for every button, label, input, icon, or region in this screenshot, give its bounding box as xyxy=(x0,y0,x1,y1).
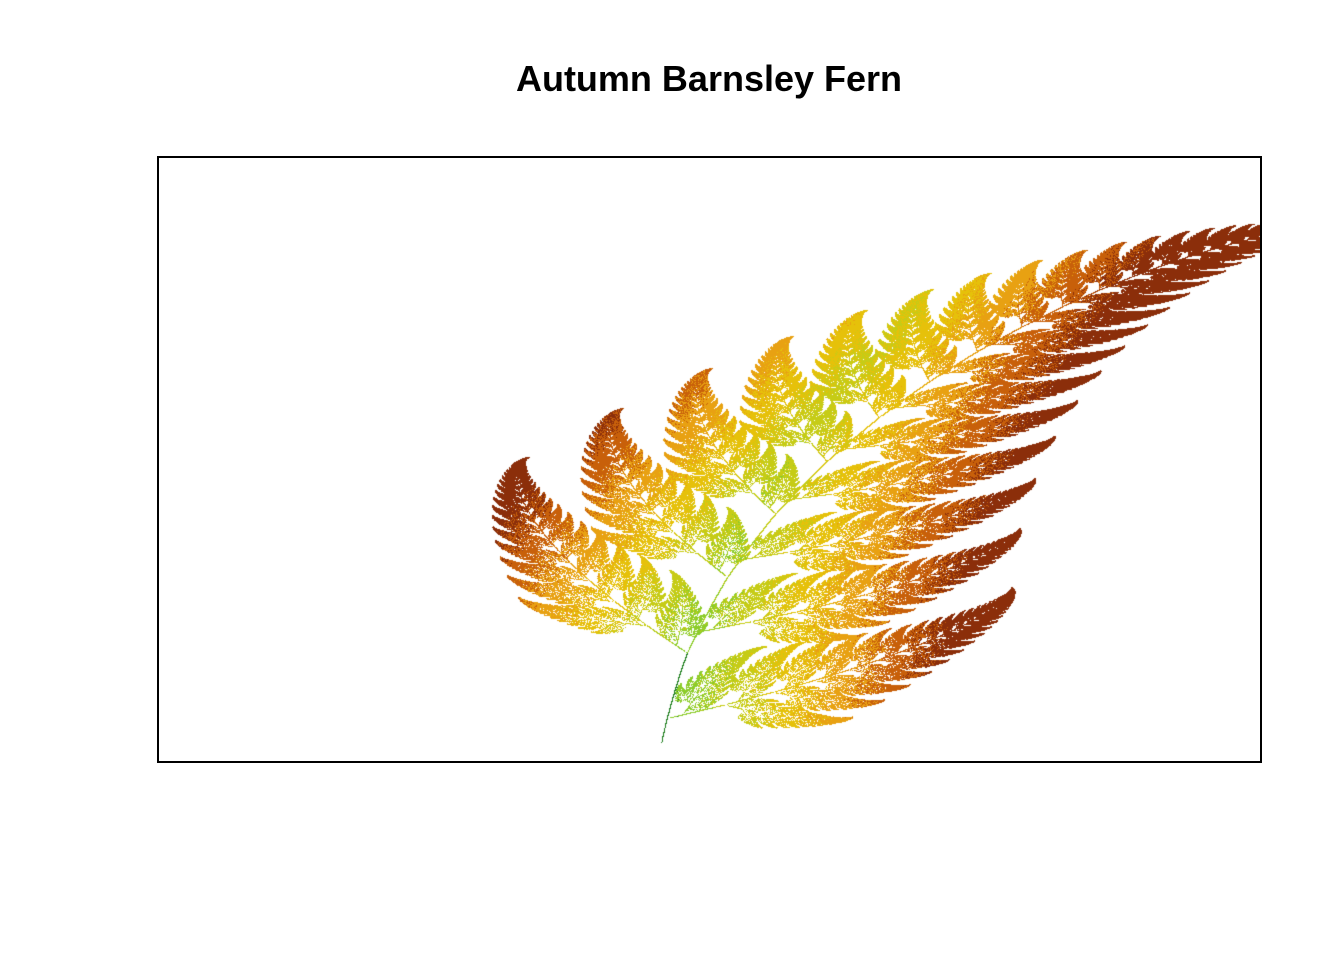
chart-title: Autumn Barnsley Fern xyxy=(0,58,1344,100)
plot-area xyxy=(157,156,1262,763)
fern-fractal-image xyxy=(159,158,1260,761)
